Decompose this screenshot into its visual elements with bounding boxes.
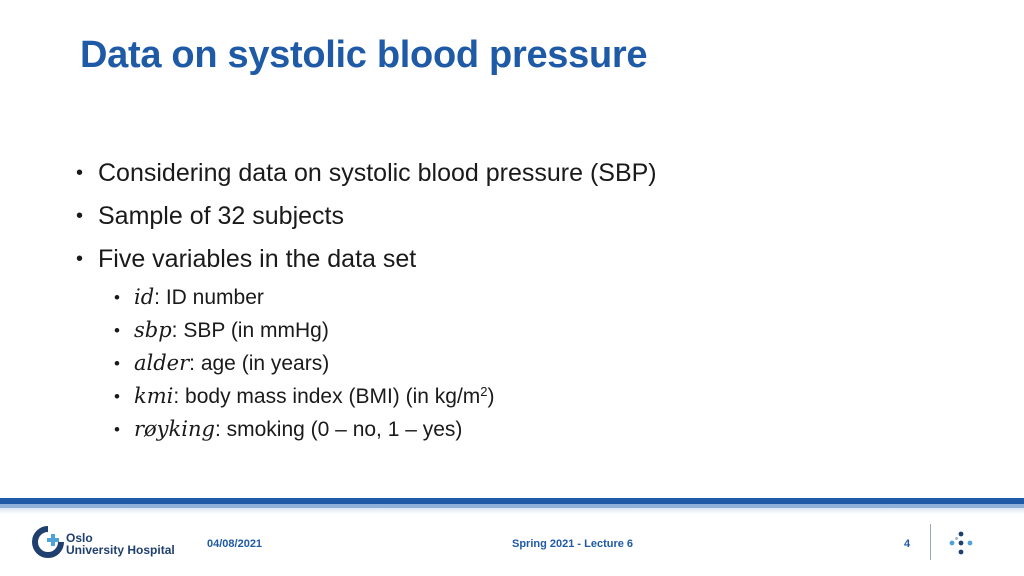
variable-item-sbp: • sbp: SBP (in mmHg) (76, 314, 956, 347)
hospital-logo-text: Oslo University Hospital (66, 531, 175, 557)
variable-desc: : SBP (in mmHg) (171, 319, 329, 342)
variable-name: røyking (134, 417, 215, 441)
superscript: 2 (480, 384, 488, 399)
variable-desc: : ID number (154, 286, 264, 309)
variable-item-kmi: • kmi: body mass index (BMI) (in kg/m2) (76, 380, 956, 413)
bullet-icon: • (114, 420, 120, 439)
footer-date: 04/08/2021 (207, 538, 263, 550)
slide-content: • Considering data on systolic blood pre… (76, 152, 956, 446)
bullet-icon: • (76, 205, 84, 227)
bullet-item: • Sample of 32 subjects (76, 195, 956, 238)
footer-band (0, 498, 1024, 504)
bullet-icon: • (76, 162, 84, 184)
variable-desc: : smoking (0 – no, 1 – yes) (214, 418, 463, 441)
hospital-logo-icon (32, 526, 64, 558)
hospital-logo: Oslo University Hospital (32, 526, 182, 562)
page-number: 4 (904, 538, 911, 550)
bullet-icon: • (76, 248, 84, 270)
slide-title: Data on systolic blood pressure (80, 34, 648, 76)
footer-band-fade (0, 508, 1024, 514)
variable-item-royking: • røyking: smoking (0 – no, 1 – yes) (76, 413, 956, 446)
bullet-icon: • (114, 321, 120, 340)
variable-name: kmi (134, 384, 174, 408)
dots-cross-icon (949, 531, 973, 555)
bullet-item: • Considering data on systolic blood pre… (76, 152, 956, 195)
bullet-icon: • (114, 288, 120, 307)
footer-divider (930, 524, 931, 560)
variable-name: id (134, 285, 155, 309)
variable-item-alder: • alder: age (in years) (76, 347, 956, 380)
variable-name: sbp (134, 318, 172, 342)
footer-band-light (0, 504, 1024, 508)
bullet-text: Five variables in the data set (98, 245, 417, 273)
bullet-icon: • (114, 387, 120, 406)
variable-desc: : age (in years) (189, 352, 330, 375)
bullet-icon: • (114, 354, 120, 373)
variable-desc: : body mass index (BMI) (in kg/m (173, 385, 481, 408)
bullet-text: Considering data on systolic blood press… (98, 159, 657, 187)
footer-lecture: Spring 2021 - Lecture 6 (512, 538, 634, 550)
variable-name: alder (134, 351, 190, 375)
variable-desc-tail: ) (487, 385, 495, 408)
variable-item-id: • id: ID number (76, 281, 956, 314)
bullet-text: Sample of 32 subjects (98, 202, 344, 230)
bullet-item: • Five variables in the data set (76, 238, 956, 281)
